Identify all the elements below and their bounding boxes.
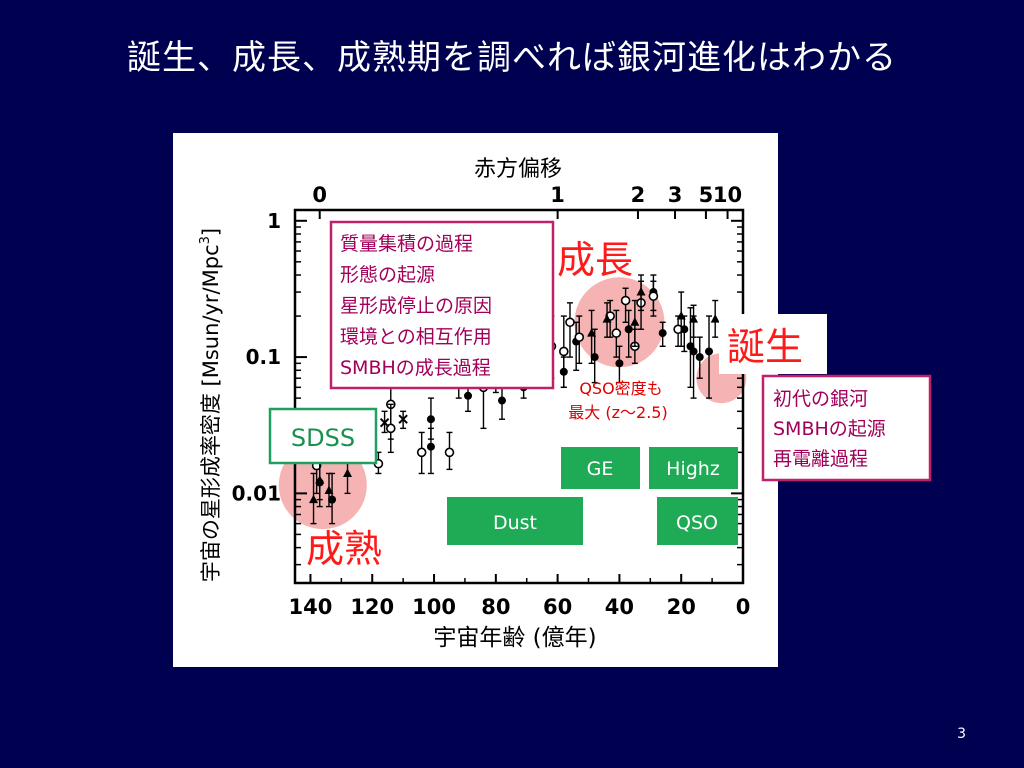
top-tick-label: 1 — [550, 183, 565, 207]
growth-topic-4: 環境との相互作用 — [340, 326, 492, 348]
phase-label-birth: 誕生 — [727, 325, 803, 369]
slide-title: 誕生、成長、成熟期を調べれば銀河進化はわかる — [127, 38, 897, 78]
data-point-filled-circle — [689, 347, 698, 356]
qso-note-line-2: 最大 (z〜2.5) — [568, 403, 667, 422]
top-tick-label: 10 — [713, 183, 742, 207]
phase-label-growth: 成長 — [557, 238, 633, 282]
survey-box-sdss: SDSS — [268, 407, 378, 465]
data-point-cross — [398, 414, 408, 424]
survey-box-qso: QSO — [657, 497, 738, 545]
x-tick-label: 0 — [736, 595, 751, 619]
growth-topic-5: SMBHの成長過程 — [340, 357, 491, 379]
page-number: 3 — [957, 726, 966, 742]
data-point-triangle — [676, 311, 686, 320]
y-tick-label: 1 — [267, 209, 281, 233]
birth-topic-1: 初代の銀河 — [773, 388, 868, 410]
birth-topic-2: SMBHの起源 — [773, 418, 886, 440]
survey-label-sdss: SDSS — [291, 424, 355, 452]
x-tick-label: 120 — [350, 595, 394, 619]
data-point-triangle — [602, 314, 612, 323]
data-point-open-circle — [611, 328, 622, 338]
data-point-filled-circle — [426, 415, 435, 424]
x-tick-label: 20 — [667, 595, 696, 619]
data-point-triangle — [324, 485, 334, 494]
figure-background — [173, 133, 778, 667]
top-tick-label: 3 — [668, 183, 683, 207]
data-point-cross — [379, 417, 390, 428]
survey-label-qso: QSO — [676, 512, 718, 534]
x-tick-label: 60 — [543, 595, 572, 619]
y-axis-label: 宇宙の星形成率密度 [Msun/yr/Mpc3] — [198, 228, 223, 582]
top-tick-label: 2 — [631, 183, 646, 207]
y-axis-label-sup: 3 — [198, 236, 213, 244]
data-point-filled-circle — [615, 359, 624, 368]
data-point-filled-circle — [498, 396, 507, 405]
birth-topic-3: 再電離過程 — [773, 448, 868, 470]
data-point-triangle — [636, 287, 646, 296]
survey-label-dust: Dust — [493, 512, 537, 534]
data-point-filled-circle — [328, 495, 337, 504]
top-tick-label: 5 — [699, 183, 714, 207]
y-tick-label: 0.01 — [232, 481, 281, 505]
data-point-filled-circle — [705, 347, 714, 356]
data-point-open-circle — [673, 324, 683, 335]
data-point-open-circle — [558, 346, 569, 357]
data-point-triangle — [587, 328, 597, 337]
growth-topic-2: 形態の起源 — [340, 264, 435, 286]
data-point-triangle — [689, 314, 699, 323]
x-tick-label: 80 — [481, 595, 510, 619]
x-tick-label: 100 — [412, 595, 456, 619]
data-point-open-circle — [416, 447, 427, 458]
data-point-open-circle — [565, 317, 575, 328]
phase-label-mature: 成熟 — [306, 527, 382, 571]
survey-box-ge: GE — [561, 447, 640, 489]
survey-label-highz: Highz — [666, 458, 720, 480]
x-axis-label: 宇宙年齢 (億年) — [433, 625, 596, 651]
top-axis-label: 赤方偏移 — [474, 157, 562, 182]
plot-frame — [293, 208, 745, 585]
data-point-filled-circle — [426, 442, 435, 451]
data-point-triangle — [630, 317, 640, 326]
growth-topics-box: 質量集積の過程 形態の起源 星形成停止の原因 環境との相互作用 SMBHの成長過… — [329, 220, 555, 390]
data-point-open-circle — [444, 447, 455, 458]
x-tick-label: 40 — [605, 595, 634, 619]
survey-label-ge: GE — [587, 458, 614, 480]
data-point-open-circle — [648, 291, 659, 301]
survey-box-highz: Highz — [649, 447, 738, 489]
x-tick-label: 140 — [289, 595, 333, 619]
data-point-triangle — [309, 494, 319, 504]
growth-topic-3: 星形成停止の原因 — [340, 295, 492, 317]
birth-topics-box: 初代の銀河 SMBHの起源 再電離過程 — [761, 374, 932, 482]
data-point-filled-circle — [624, 325, 633, 334]
top-tick-label: 0 — [312, 183, 327, 207]
data-point-triangle — [343, 468, 353, 477]
birth-label-background — [719, 314, 827, 374]
data-point-filled-circle — [658, 329, 667, 338]
data-point-filled-circle — [464, 391, 473, 400]
growth-topic-1: 質量集積の過程 — [340, 233, 473, 255]
data-point-filled-circle — [590, 353, 599, 362]
data-point-triangle — [315, 475, 325, 484]
data-point-open-circle — [620, 295, 631, 306]
survey-box-dust: Dust — [447, 497, 583, 545]
data-point-triangle — [710, 314, 720, 323]
y-tick-label: 0.1 — [246, 345, 281, 369]
y-axis-label-main: 宇宙の星形成率密度 [Msun/yr/Mpc — [199, 244, 223, 582]
data-point-filled-circle — [695, 353, 704, 362]
y-axis-label-close: ] — [199, 228, 223, 236]
data-point-open-circle — [574, 332, 585, 342]
qso-note-line-1: QSO密度も — [579, 379, 662, 398]
